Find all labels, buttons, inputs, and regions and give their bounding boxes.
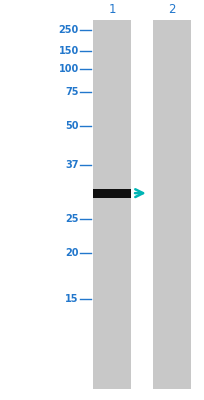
- Text: 25: 25: [65, 214, 79, 224]
- Bar: [93, 189, 131, 198]
- Bar: [93, 20, 131, 389]
- Text: 1: 1: [108, 3, 115, 16]
- Text: 250: 250: [58, 25, 79, 35]
- Text: 75: 75: [65, 87, 79, 97]
- Text: 100: 100: [58, 64, 79, 74]
- Text: 37: 37: [65, 160, 79, 170]
- Text: 20: 20: [65, 248, 79, 258]
- Text: 50: 50: [65, 120, 79, 130]
- Bar: [152, 20, 190, 389]
- Text: 150: 150: [58, 46, 79, 56]
- Text: 15: 15: [65, 294, 79, 304]
- Text: 2: 2: [167, 3, 175, 16]
